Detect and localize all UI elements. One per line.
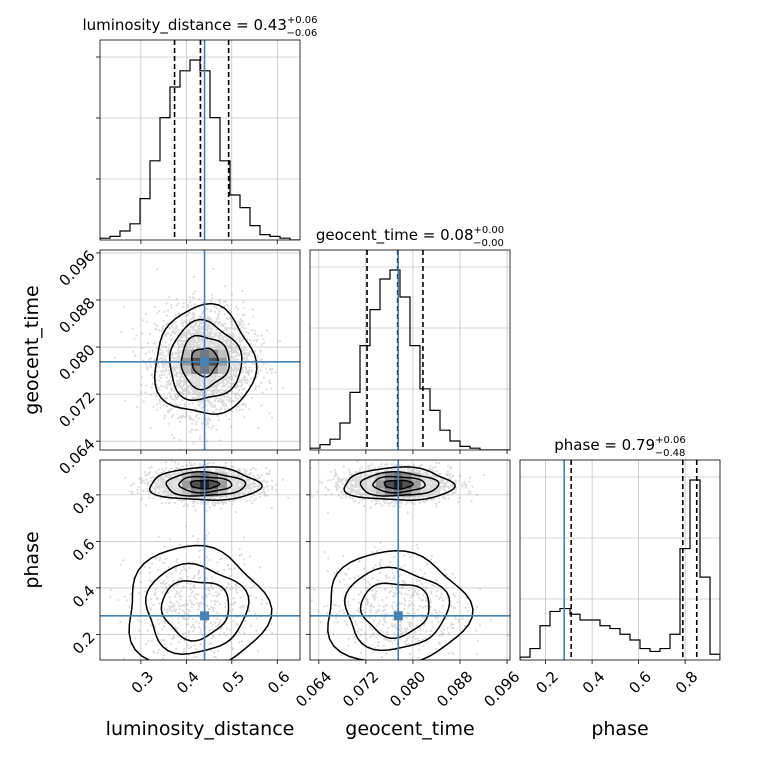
contour-line [344, 566, 451, 652]
panel-frame [99, 39, 301, 241]
y-axis-label-phase: phase [21, 531, 43, 588]
panel-frame [99, 459, 301, 661]
y-tick-label: 0.064 [55, 435, 98, 478]
density-cell [173, 480, 183, 489]
histogram-geocent_time [310, 269, 510, 450]
y-tick-label: 0.088 [55, 294, 98, 337]
density-cell [384, 480, 394, 489]
density-cell [182, 349, 192, 358]
y-tick-label: 0.096 [55, 247, 98, 290]
density-cell [402, 472, 412, 481]
density-cell [411, 472, 421, 481]
density-cell [402, 480, 412, 489]
x-tick-label: 0.5 [219, 668, 249, 698]
panel-frame [309, 249, 511, 451]
contour-line [145, 562, 250, 655]
density-cell [182, 472, 192, 481]
y-tick-label: 0.072 [55, 388, 98, 431]
contour-line [148, 466, 263, 501]
y-tick-label: 0.8 [69, 489, 99, 519]
density-cell [182, 365, 192, 374]
x-tick-label: 0.2 [532, 668, 562, 698]
y-axis-label-geocent_time: geocent_time [21, 285, 43, 414]
density-cell [411, 480, 421, 489]
density-cell [191, 349, 201, 358]
y-tick-label: 0.080 [55, 341, 98, 384]
x-tick-label: 0.6 [264, 668, 294, 698]
density-cell [366, 480, 376, 489]
density-cell [182, 480, 192, 489]
panel-frame [99, 249, 301, 451]
panel-hist-luminosity_distance: luminosity_distance = 0.43+0.06 −0.06 [82, 15, 318, 244]
contour-line [160, 580, 230, 642]
contour-line [359, 582, 430, 640]
joint-density [310, 460, 509, 660]
density-cell [182, 488, 192, 497]
contour-line [372, 475, 426, 494]
contour-line [343, 466, 456, 501]
panel-hist-geocent_time: geocent_time = 0.08+0.00 −0.00 [309, 225, 511, 454]
x-tick-label: 0.080 [386, 668, 429, 711]
panel-joint-luminosity_distance-phase [96, 459, 301, 664]
hist-title-phase: phase = 0.79+0.06 −0.48 [554, 435, 685, 459]
histogram-phase [520, 479, 720, 660]
density-cell [218, 472, 228, 481]
density-cell [218, 365, 228, 374]
density-cell [209, 349, 219, 358]
contour-line [165, 470, 247, 497]
density-cell [209, 472, 219, 481]
truth-marker [200, 357, 210, 367]
y-tick-label: 0.6 [69, 535, 99, 565]
joint-density [113, 267, 285, 450]
density-cell [375, 480, 385, 489]
density-cell [209, 488, 219, 497]
contour-line [359, 470, 440, 497]
x-tick-label: 0.096 [480, 668, 523, 711]
contour-line [189, 479, 221, 490]
contour-line [128, 544, 273, 660]
x-tick-label: 0.6 [625, 668, 655, 698]
density-cell [411, 488, 421, 497]
x-tick-label: 0.4 [173, 668, 203, 698]
truth-marker [200, 611, 210, 621]
contour-line [327, 549, 474, 660]
density-cell [218, 480, 228, 489]
x-axis-label-phase: phase [591, 718, 648, 740]
panel-joint-luminosity_distance-geocent_time [96, 249, 301, 454]
x-axis-label-geocent_time: geocent_time [345, 718, 474, 740]
density-cell [191, 365, 201, 374]
hist-title-luminosity_distance: luminosity_distance = 0.43+0.06 −0.06 [82, 15, 317, 39]
x-tick-label: 0.3 [128, 668, 158, 698]
hist-title-geocent_time: geocent_time = 0.08+0.00 −0.00 [316, 225, 504, 249]
density-cell [375, 472, 385, 481]
density-cell [375, 488, 385, 497]
x-tick-label: 0.072 [339, 668, 382, 711]
density-cell [402, 488, 412, 497]
contour-line [178, 475, 233, 494]
density-cell [218, 488, 228, 497]
density-cell [209, 480, 219, 489]
density-cell [218, 349, 228, 358]
x-tick-label: 0.4 [579, 668, 609, 698]
x-tick-label: 0.8 [672, 668, 702, 698]
panel-frame [309, 459, 511, 661]
y-tick-label: 0.2 [69, 628, 99, 658]
x-axis-label-luminosity_distance: luminosity_distance [106, 718, 295, 740]
panel-joint-geocent_time-phase [306, 459, 511, 664]
density-cell [191, 480, 201, 489]
contour-line [383, 479, 414, 490]
panel-hist-phase: phase = 0.79+0.06 −0.48 [519, 435, 721, 664]
y-tick-label: 0.4 [69, 582, 99, 612]
panel-frame [519, 459, 721, 661]
x-tick-label: 0.064 [292, 668, 335, 711]
x-tick-label: 0.088 [433, 668, 476, 711]
truth-marker [393, 611, 403, 621]
